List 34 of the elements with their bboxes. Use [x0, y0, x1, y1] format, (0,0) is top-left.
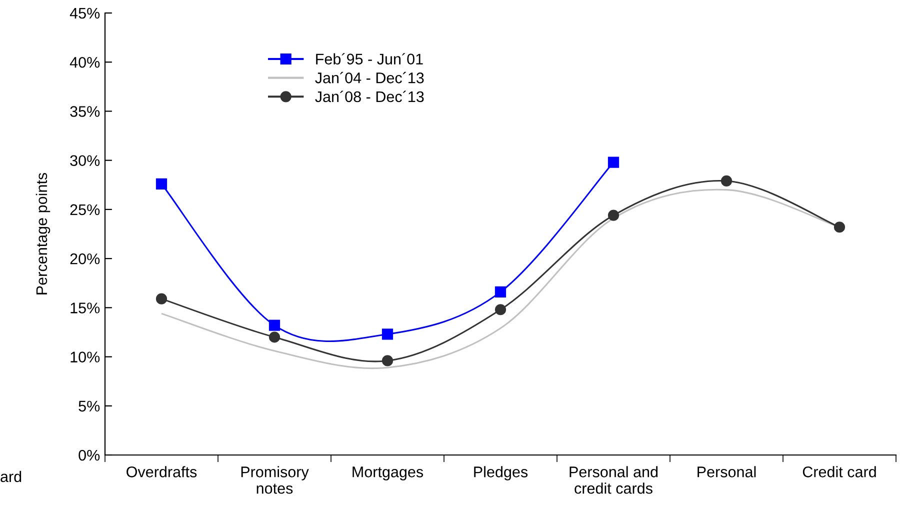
x-tick-label: Pledges	[474, 466, 528, 480]
y-tick-label: 5%	[78, 400, 100, 412]
point	[494, 286, 506, 298]
x-tick-label: Personal	[698, 466, 756, 478]
point	[268, 332, 280, 343]
point	[720, 175, 732, 187]
point	[608, 156, 620, 168]
point	[608, 210, 620, 221]
x-tick-label: Promisory notes	[241, 466, 309, 494]
point	[494, 304, 506, 316]
y-tick-label: 30%	[70, 155, 100, 166]
y-tick-label: 35%	[70, 106, 100, 117]
x-tick-label: Mortgages	[352, 466, 424, 480]
legend-label: Feb´95 - Jun´01	[316, 53, 423, 64]
legend-label: Jan´08 - Dec´13	[315, 90, 424, 102]
y-tick-label: 0%	[78, 450, 100, 461]
x-tick-label: Personal and credit cards	[570, 466, 658, 494]
y-tick-label: 40%	[70, 56, 100, 68]
y-tick-label: 10%	[70, 352, 100, 362]
point	[834, 222, 846, 233]
y-tick-label: 45%	[70, 8, 100, 19]
point	[382, 355, 394, 366]
legend-label: Jan´04 - Dec´13	[315, 72, 424, 84]
point	[268, 320, 280, 331]
x-tick-label: Credit card	[802, 466, 876, 478]
point	[156, 293, 168, 304]
y-axis-title: Percentage points	[36, 172, 50, 294]
point	[382, 328, 394, 340]
y-tick-label: 20%	[70, 253, 100, 264]
y-tick-label: 15%	[70, 302, 100, 314]
point	[156, 178, 168, 190]
x-tick-label: Overdrafts	[126, 466, 197, 478]
y-tick-label: 25%	[70, 204, 100, 216]
text: ard	[0, 470, 22, 482]
